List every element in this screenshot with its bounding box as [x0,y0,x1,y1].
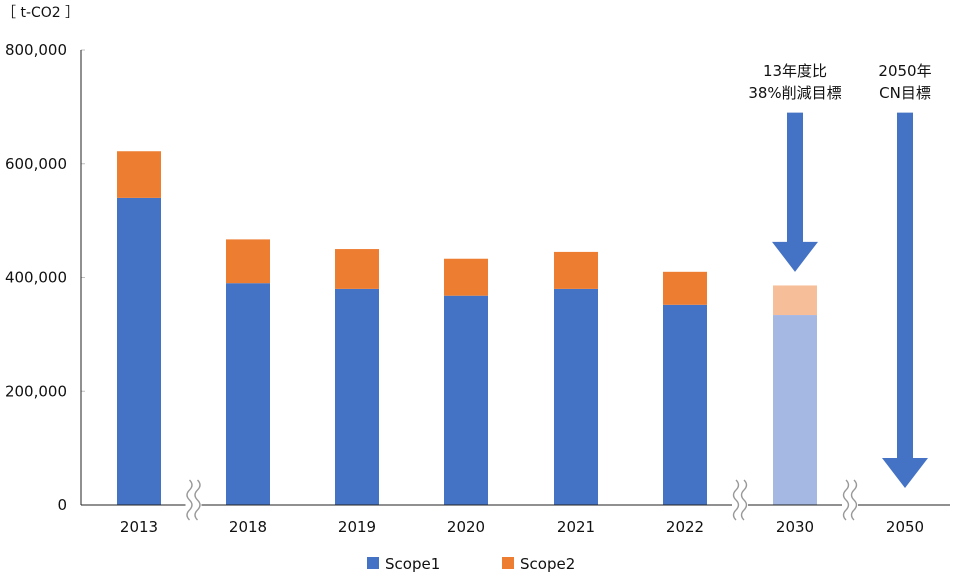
axis-break-wave [740,479,748,521]
bar-scope1-2018 [226,283,270,505]
gridlines [81,49,85,392]
x-tick-label: 2019 [338,518,376,536]
y-unit-label: ［ t-CO2 ］ [2,5,79,21]
axis-break-mark [732,478,748,522]
legend-item-scope2: Scope2 [502,555,575,573]
bar-scope1-2013 [117,197,161,505]
annotations: 13年度比 38%削減目標 2050年 CN目標 [748,62,932,488]
bar-scope1-2030 [773,315,817,505]
legend: Scope1 Scope2 [367,555,575,573]
axes: 0 200,000 400,000 600,000 800,000 2013 2018 201… [5,41,950,536]
y-tick-label: 200,000 [5,382,67,400]
bar-scope2-2019 [335,249,379,289]
axis-break-gap [732,478,748,522]
x-tick-label: 2018 [229,518,267,536]
annotation-text: 2050年 [878,62,931,80]
x-tick-label: 2013 [120,518,158,536]
bar-scope1-2022 [663,304,707,505]
axis-break-gap [185,478,202,522]
x-tick-label: 2050 [886,518,924,536]
legend-swatch [367,557,379,569]
x-tick-label: 2021 [557,518,595,536]
legend-label: Scope1 [385,555,440,573]
bar-scope1-2020 [444,295,488,505]
down-arrow-icon [772,112,818,272]
annotation-text: CN目標 [879,84,931,102]
bar-scope2-2020 [444,258,488,296]
axis-break-wave [842,479,850,521]
down-arrow-icon [882,112,928,488]
legend-item-scope1: Scope1 [367,555,440,573]
annotation-text: 13年度比 [763,62,827,80]
x-tick-label: 2030 [776,518,814,536]
axis-break-mark [842,478,858,522]
axis-break-wave [732,479,740,521]
y-tick-label: 400,000 [5,269,67,287]
target-annotation-2050: 2050年 CN目標 [878,62,932,488]
axis-break-wave [194,479,201,521]
bar-scope2-2018 [226,239,270,284]
bar-scope1-2019 [335,288,379,505]
axis-break-gap [842,478,858,522]
y-tick-label: 800,000 [5,41,67,59]
axis-break-wave [850,479,858,521]
x-tick-label: 2022 [666,518,704,536]
y-tick-label: 0 [57,496,67,514]
legend-label: Scope2 [520,555,575,573]
legend-swatch [502,557,514,569]
bar-scope2-2013 [117,151,161,198]
x-tick-label: 2020 [447,518,485,536]
axis-break-wave [186,479,193,521]
bar-scope2-2022 [663,271,707,305]
y-tick-label: 600,000 [5,155,67,173]
bar-scope1-2021 [554,288,598,505]
bar-scope2-2030 [773,285,817,316]
bar-scope2-2021 [554,251,598,289]
axis-break-mark [185,478,202,522]
target-annotation-2030: 13年度比 38%削減目標 [748,62,842,272]
annotation-text: 38%削減目標 [748,84,841,102]
axis-breaks [185,478,858,522]
bars [117,151,817,505]
